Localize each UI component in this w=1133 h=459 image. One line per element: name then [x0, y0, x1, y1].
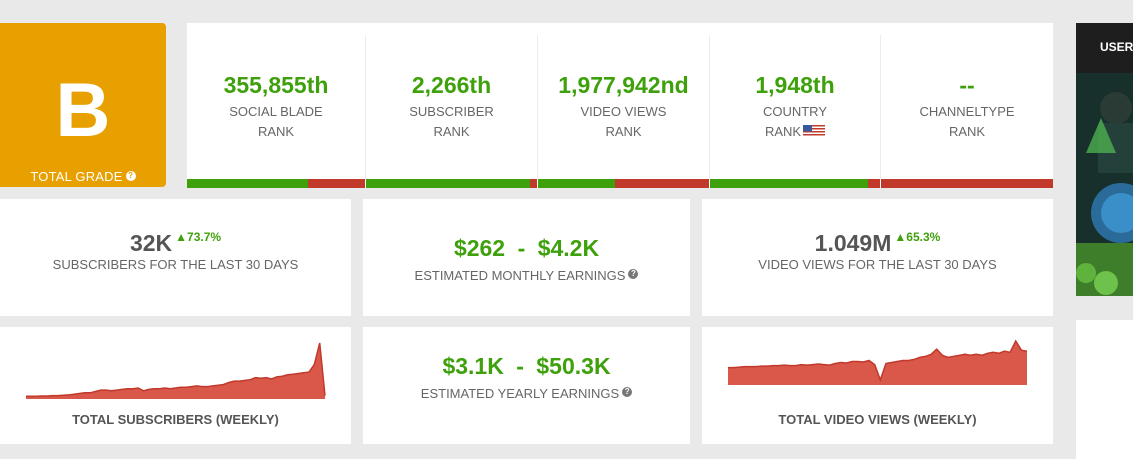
- rank-progress-fill: [366, 179, 531, 188]
- yearly-earnings-label: ESTIMATED YEARLY EARNINGS: [420, 386, 620, 401]
- delta-up: ▲65.3%: [894, 230, 940, 244]
- earnings-separator: -: [516, 353, 524, 379]
- yearly-earnings-card: $3.1K - $50.3K ESTIMATED YEARLY EARNINGS…: [363, 327, 690, 444]
- rank-progress-bar: [187, 179, 365, 188]
- rank-country: 1,948th COUNTRY RANK: [710, 23, 880, 188]
- rank-value: 1,977,942nd: [558, 72, 689, 98]
- rank-label: VIDEO VIEWS RANK: [538, 102, 709, 142]
- yearly-earnings-label-wrap: ESTIMATED YEARLY EARNINGS?: [363, 386, 690, 401]
- stat-main: 1.049M ▲65.3%: [702, 230, 1053, 257]
- yearly-earnings-low: $3.1K: [442, 353, 504, 379]
- subscribers-30d-value: 32K: [129, 230, 173, 256]
- sidebar-ad[interactable]: USER: [1076, 23, 1133, 296]
- rank-divider: [880, 35, 881, 178]
- rank-label-line2-wrap: RANK: [710, 122, 880, 142]
- monthly-earnings-high: $4.2K: [537, 235, 600, 261]
- sidebar-panel: [1076, 320, 1133, 459]
- rank-label-line2: RANK: [948, 124, 986, 139]
- rank-label-line1: VIDEO VIEWS: [580, 104, 667, 119]
- arrow-up-icon: ▲: [894, 230, 907, 244]
- sidebar-ad-label: USER: [1076, 23, 1133, 73]
- chart-series-line: [728, 339, 1028, 383]
- rank-value: 2,266th: [411, 72, 492, 98]
- monthly-earnings-card: $262 - $4.2K ESTIMATED MONTHLY EARNINGS?: [363, 199, 690, 316]
- views-chart-card: TOTAL VIDEO VIEWS (WEEKLY): [702, 327, 1053, 444]
- monthly-earnings-label: ESTIMATED MONTHLY EARNINGS: [414, 268, 626, 283]
- rank-label-line2: RANK: [257, 124, 295, 139]
- ranks-card: 355,855th SOCIAL BLADE RANK 2,266th SUBS…: [187, 23, 1053, 188]
- views-30d-delta: 65.3%: [906, 230, 941, 244]
- grade-caption: TOTAL GRADE?: [0, 169, 166, 184]
- monthly-earnings-low: $262: [453, 235, 506, 261]
- rank-label-line1: SOCIAL BLADE: [229, 104, 323, 119]
- ad-artwork-image: [1076, 73, 1133, 296]
- rank-progress-bar: [881, 179, 1053, 188]
- rank-label: CHANNELTYPE RANK: [881, 102, 1053, 142]
- subscribers-area-chart: [26, 342, 326, 399]
- views-30d-value: 1.049M: [814, 230, 892, 256]
- stat-main: $262 - $4.2K: [363, 235, 690, 262]
- rank-channeltype: -- CHANNELTYPE RANK: [881, 23, 1053, 188]
- rank-subscriber: 2,266th SUBSCRIBER RANK: [366, 23, 537, 188]
- rank-label-line2: RANK: [764, 124, 802, 139]
- rank-divider: [709, 35, 710, 178]
- rank-progress-bar: [366, 179, 537, 188]
- rank-label: SOCIAL BLADE RANK: [187, 102, 365, 142]
- rank-progress-fill: [187, 179, 309, 188]
- help-icon[interactable]: ?: [125, 171, 136, 181]
- monthly-earnings-label-wrap: ESTIMATED MONTHLY EARNINGS?: [363, 268, 690, 283]
- delta-up: ▲73.7%: [175, 230, 221, 244]
- rank-progress-fill: [538, 179, 615, 188]
- views-30d-label: VIDEO VIEWS FOR THE LAST 30 DAYS: [758, 257, 997, 272]
- stat-main: 32K ▲73.7%: [0, 230, 351, 257]
- stat-main: $3.1K - $50.3K: [363, 353, 690, 380]
- grade-box: B TOTAL GRADE?: [0, 23, 166, 187]
- rank-progress-bar: [538, 179, 709, 188]
- subscribers-chart-card: TOTAL SUBSCRIBERS (WEEKLY): [0, 327, 351, 444]
- rank-value: 355,855th: [223, 72, 329, 98]
- grade-letter: B: [55, 68, 111, 153]
- rank-label: COUNTRY RANK: [710, 102, 880, 142]
- rank-video-views: 1,977,942nd VIDEO VIEWS RANK: [538, 23, 709, 188]
- views-area-chart: [728, 339, 1028, 385]
- us-flag-icon: [803, 125, 826, 137]
- views-30d-card: 1.049M ▲65.3% VIDEO VIEWS FOR THE LAST 30…: [702, 199, 1053, 316]
- subscribers-30d-delta: 73.7%: [187, 230, 222, 244]
- subscribers-30d-label: SUBSCRIBERS FOR THE LAST 30 DAYS: [52, 257, 299, 272]
- rank-label: SUBSCRIBER RANK: [366, 102, 537, 142]
- rank-divider: [537, 35, 538, 178]
- rank-label-line2: RANK: [605, 124, 642, 139]
- rank-progress-fill: [710, 179, 869, 188]
- rank-label-line1: SUBSCRIBER: [409, 104, 494, 119]
- rank-value: --: [959, 72, 975, 98]
- earnings-separator: -: [517, 235, 526, 261]
- rank-label-line1: COUNTRY: [762, 104, 828, 119]
- grade-label: TOTAL GRADE: [30, 169, 123, 184]
- help-icon[interactable]: ?: [622, 387, 633, 397]
- subscribers-30d-card: 32K ▲73.7% SUBSCRIBERS FOR THE LAST 30 DA…: [0, 199, 351, 316]
- rank-label-line1: CHANNELTYPE: [919, 104, 1015, 119]
- chart-area-fill: [728, 341, 1027, 385]
- chart-area-fill: [26, 343, 325, 399]
- arrow-up-icon: ▲: [175, 230, 188, 244]
- chart-series-line: [26, 342, 326, 398]
- rank-divider: [365, 35, 366, 178]
- subscribers-chart-title: TOTAL SUBSCRIBERS (WEEKLY): [72, 412, 279, 427]
- views-chart-title: TOTAL VIDEO VIEWS (WEEKLY): [778, 412, 977, 427]
- rank-progress-bar: [710, 179, 880, 188]
- rank-label-line2: RANK: [433, 124, 470, 139]
- rank-value: 1,948th: [755, 72, 835, 98]
- rank-social-blade: 355,855th SOCIAL BLADE RANK: [187, 23, 365, 188]
- yearly-earnings-high: $50.3K: [536, 353, 611, 379]
- help-icon[interactable]: ?: [628, 269, 639, 279]
